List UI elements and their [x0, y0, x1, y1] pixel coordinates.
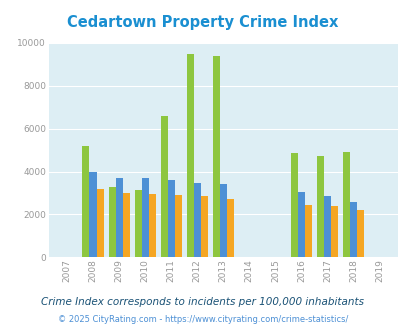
- Bar: [160, 116, 167, 257]
- Bar: [212, 56, 219, 257]
- Bar: [122, 193, 129, 257]
- Bar: [148, 194, 155, 257]
- Text: Crime Index corresponds to incidents per 100,000 inhabitants: Crime Index corresponds to incidents per…: [41, 297, 364, 307]
- Bar: [342, 152, 349, 257]
- Bar: [330, 206, 337, 257]
- Bar: [200, 196, 207, 257]
- Bar: [193, 183, 200, 257]
- Bar: [316, 155, 323, 257]
- Bar: [115, 178, 122, 257]
- Bar: [226, 199, 233, 257]
- Bar: [141, 178, 148, 257]
- Text: © 2025 CityRating.com - https://www.cityrating.com/crime-statistics/: © 2025 CityRating.com - https://www.city…: [58, 315, 347, 324]
- Bar: [323, 196, 330, 257]
- Bar: [349, 202, 356, 257]
- Bar: [174, 195, 181, 257]
- Text: Cedartown Property Crime Index: Cedartown Property Crime Index: [67, 15, 338, 30]
- Bar: [356, 210, 363, 257]
- Bar: [108, 187, 115, 257]
- Bar: [297, 192, 304, 257]
- Bar: [186, 53, 193, 257]
- Bar: [96, 189, 103, 257]
- Bar: [89, 172, 96, 257]
- Bar: [219, 184, 226, 257]
- Bar: [167, 180, 174, 257]
- Bar: [304, 205, 311, 257]
- Bar: [290, 153, 297, 257]
- Bar: [82, 146, 89, 257]
- Bar: [134, 190, 141, 257]
